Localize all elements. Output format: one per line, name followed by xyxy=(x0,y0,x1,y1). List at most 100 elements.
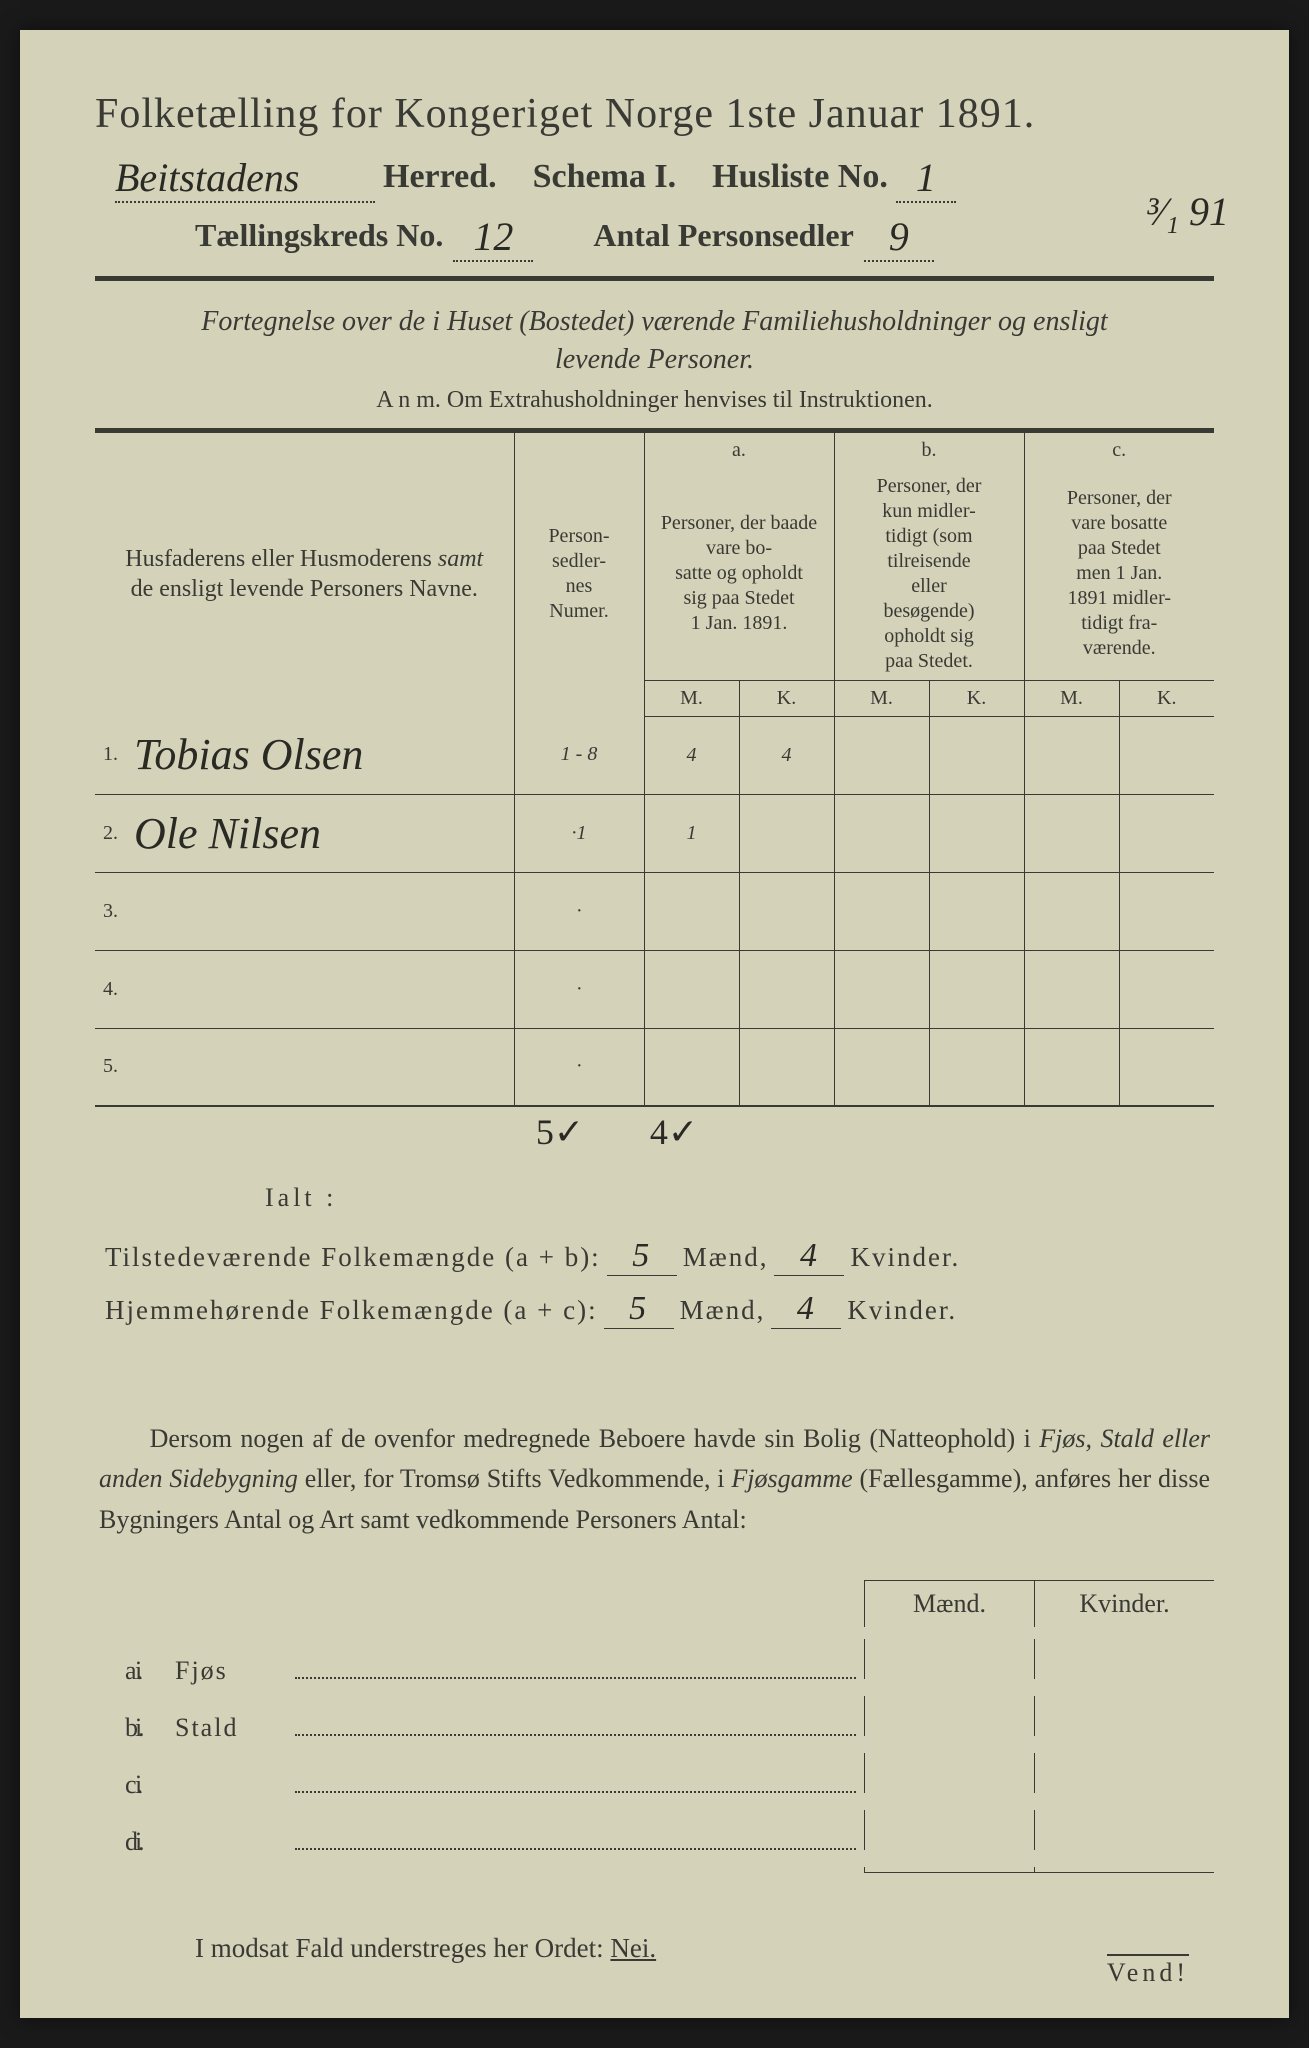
header-line-2: Beitstadens Herred. Schema I. Husliste N… xyxy=(95,150,1214,199)
col-c-m: M. xyxy=(1024,680,1119,716)
cell-ck xyxy=(1119,794,1214,872)
tilstede-m: 5 xyxy=(607,1237,677,1276)
nei-word: Nei. xyxy=(610,1933,656,1963)
husliste-label: Husliste No. xyxy=(712,158,888,196)
cell-ck xyxy=(1119,872,1214,950)
ialt-label: Ialt : xyxy=(265,1183,1214,1213)
col-b-label: b. xyxy=(834,430,1024,468)
cell-bm xyxy=(834,716,929,794)
buildings-section: Mænd. Kvinder. a. i Fjøs b. i Stald c. i… xyxy=(95,1580,1214,1873)
col-a-label: a. xyxy=(644,430,834,468)
row-number: 5. xyxy=(95,1028,126,1106)
buildings-kvinder-header: Kvinder. xyxy=(1034,1580,1214,1627)
personsedler-value: 9 xyxy=(864,213,934,262)
vend-label: Vend! xyxy=(1107,1954,1189,1988)
num-cell: · xyxy=(514,950,644,1028)
cell-ck xyxy=(1119,1028,1214,1106)
col-c-k: K. xyxy=(1119,680,1214,716)
herred-value: Beitstadens xyxy=(115,154,375,203)
col-a-m: M. xyxy=(644,680,739,716)
cell-bm xyxy=(834,872,929,950)
subtitle: Fortegnelse over de i Huset (Bostedet) v… xyxy=(95,303,1214,379)
table-row: 2. Ole Nilsen ·1 1 xyxy=(95,794,1214,872)
header-line-3: Tællingskreds No. 12 Antal Personsedler … xyxy=(95,209,1214,258)
total-am: 5✓ xyxy=(505,1111,615,1153)
cell-am: 4 xyxy=(644,716,739,794)
cell-ak xyxy=(739,872,834,950)
cell-am: 1 xyxy=(644,794,739,872)
schema-label: Schema I. xyxy=(533,158,677,196)
tilstede-k: 4 xyxy=(774,1237,844,1276)
hjemme-m: 5 xyxy=(604,1290,674,1329)
col-a-k: K. xyxy=(739,680,834,716)
main-title: Folketælling for Kongeriget Norge 1ste J… xyxy=(95,90,1214,138)
table-row: 5. · xyxy=(95,1028,1214,1106)
row-number: 2. xyxy=(95,794,126,872)
cell-bm xyxy=(834,794,929,872)
kreds-label: Tællingskreds No. xyxy=(195,217,443,254)
num-cell: · xyxy=(514,872,644,950)
husliste-value: 1 xyxy=(896,154,956,203)
cell-ak xyxy=(739,1028,834,1106)
building-row: b. i Stald xyxy=(95,1696,1214,1743)
cell-cm xyxy=(1024,950,1119,1028)
cell-am xyxy=(644,1028,739,1106)
cell-am xyxy=(644,872,739,950)
cell-ak xyxy=(739,950,834,1028)
cell-bk xyxy=(929,950,1024,1028)
cell-bk xyxy=(929,1028,1024,1106)
name-cell: Ole Nilsen xyxy=(126,794,514,872)
col-c-label: c. xyxy=(1024,430,1214,468)
cell-cm xyxy=(1024,716,1119,794)
cell-bk xyxy=(929,794,1024,872)
tilstede-line: Tilstedeværende Folkemængde (a + b): 5 M… xyxy=(95,1237,1214,1276)
cell-cm xyxy=(1024,794,1119,872)
nei-line: I modsat Fald understreges her Ordet: Ne… xyxy=(95,1933,1214,1964)
cell-ak xyxy=(739,794,834,872)
table-row: 1. Tobias Olsen 1 - 8 4 4 xyxy=(95,716,1214,794)
cell-ck xyxy=(1119,716,1214,794)
buildings-maend-header: Mænd. xyxy=(864,1580,1034,1627)
num-cell: · xyxy=(514,1028,644,1106)
col-a-desc: Personer, der baade vare bo-satte og oph… xyxy=(644,468,834,681)
col-c-desc: Personer, dervare bosattepaa Stedetmen 1… xyxy=(1024,468,1214,681)
col-b-desc: Personer, derkun midler-tidigt (somtilre… xyxy=(834,468,1024,681)
hjemme-k: 4 xyxy=(771,1290,841,1329)
name-cell xyxy=(126,1028,514,1106)
cell-ak: 4 xyxy=(739,716,834,794)
row-number: 3. xyxy=(95,872,126,950)
cell-cm xyxy=(1024,1028,1119,1106)
cell-bk xyxy=(929,872,1024,950)
column-totals: 5✓ 4✓ xyxy=(95,1111,1214,1153)
col-b-m: M. xyxy=(834,680,929,716)
row-number: 4. xyxy=(95,950,126,1028)
divider-1 xyxy=(95,276,1214,281)
herred-label: Herred. xyxy=(383,158,497,196)
cell-cm xyxy=(1024,872,1119,950)
table-row: 3. · xyxy=(95,872,1214,950)
paragraph: Dersom nogen af de ovenfor medregnede Be… xyxy=(95,1419,1214,1540)
name-cell xyxy=(126,950,514,1028)
building-row: a. i Fjøs xyxy=(95,1639,1214,1686)
hjemme-line: Hjemmehørende Folkemængde (a + c): 5 Mæn… xyxy=(95,1290,1214,1329)
cell-bm xyxy=(834,950,929,1028)
total-ak: 4✓ xyxy=(619,1111,729,1153)
col-b-k: K. xyxy=(929,680,1024,716)
table-row: 4. · xyxy=(95,950,1214,1028)
building-row: c. i xyxy=(95,1753,1214,1800)
cell-ck xyxy=(1119,950,1214,1028)
kreds-value: 12 xyxy=(453,213,533,262)
anm-note: A n m. Om Extrahusholdninger henvises ti… xyxy=(95,387,1214,414)
num-cell: ·1 xyxy=(514,794,644,872)
building-row: d. i xyxy=(95,1810,1214,1857)
col-num-header: Person-sedler-nesNumer. xyxy=(514,430,644,716)
name-cell xyxy=(126,872,514,950)
num-cell: 1 - 8 xyxy=(514,716,644,794)
name-cell: Tobias Olsen xyxy=(126,716,514,794)
date-margin: ³⁄₁ 91 xyxy=(1146,188,1229,235)
main-table: Husfaderens eller Husmode­rens samt de e… xyxy=(95,428,1214,1108)
cell-am xyxy=(644,950,739,1028)
cell-bk xyxy=(929,716,1024,794)
col-name-header: Husfaderens eller Husmode­rens samt de e… xyxy=(95,430,514,716)
cell-bm xyxy=(834,1028,929,1106)
